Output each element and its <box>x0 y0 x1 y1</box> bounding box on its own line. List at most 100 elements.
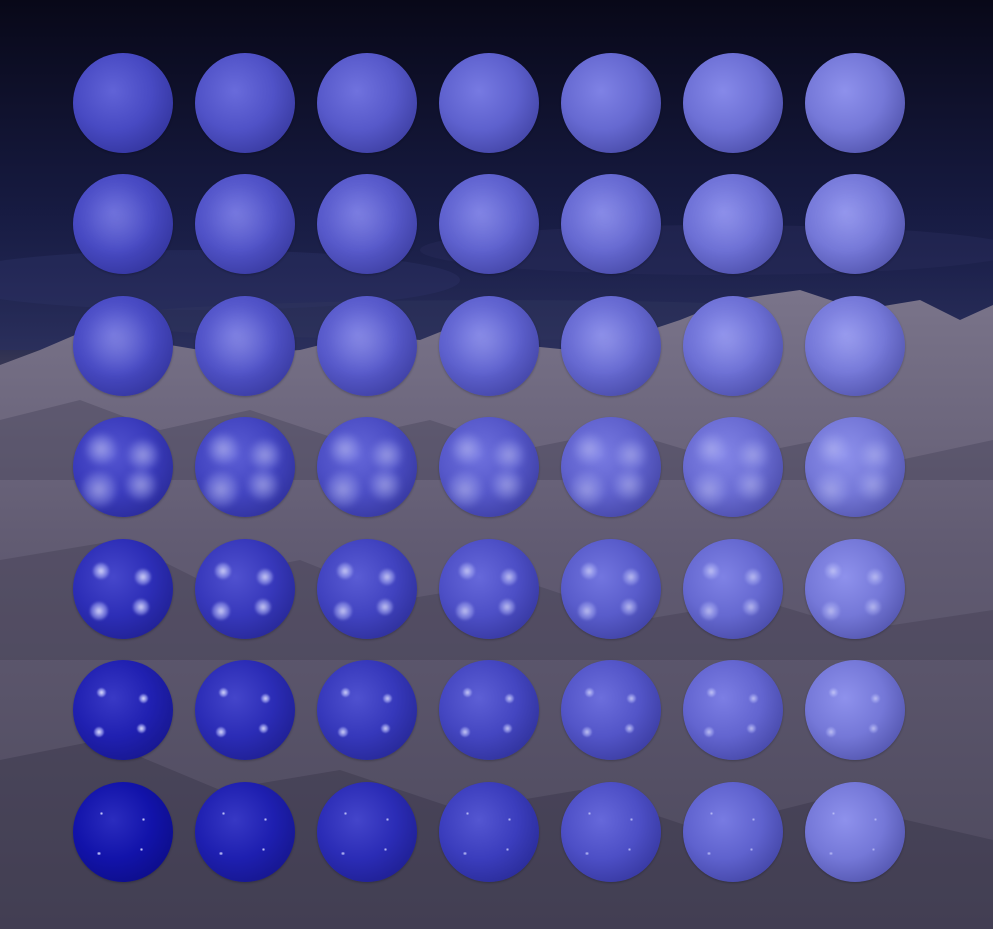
specular-highlight <box>871 848 875 852</box>
sphere <box>683 295 783 396</box>
specular-highlight <box>332 189 392 250</box>
sphere <box>683 660 783 761</box>
specular-highlight <box>333 601 353 620</box>
specular-highlight <box>332 310 392 371</box>
specular-highlight <box>703 727 715 738</box>
sphere <box>317 417 417 518</box>
specular-highlight <box>210 189 270 250</box>
sphere-cell <box>794 285 916 407</box>
sphere-cell <box>428 528 550 650</box>
specular-highlight <box>698 310 758 371</box>
sphere-cell <box>672 285 794 407</box>
specular-highlight <box>858 470 888 501</box>
sphere <box>561 52 661 153</box>
specular-highlight <box>691 472 727 507</box>
specular-highlight <box>210 310 270 371</box>
specular-highlight <box>258 723 268 733</box>
sphere <box>805 781 905 882</box>
specular-highlight <box>382 693 392 703</box>
sphere <box>317 174 417 275</box>
specular-highlight <box>88 189 148 250</box>
sphere-cell <box>794 528 916 650</box>
specular-highlight <box>828 687 838 697</box>
specular-highlight <box>370 470 400 501</box>
sphere-cell <box>428 771 550 893</box>
specular-highlight <box>703 562 719 579</box>
specular-highlight <box>736 470 766 501</box>
sphere-cell <box>794 771 916 893</box>
sphere <box>73 52 173 153</box>
specular-highlight <box>211 601 231 620</box>
sphere-cell <box>184 164 306 286</box>
sphere-cell <box>184 407 306 529</box>
sphere-cell <box>794 42 916 164</box>
sphere-cell <box>428 285 550 407</box>
specular-highlight <box>203 472 239 507</box>
specular-highlight <box>577 601 597 620</box>
specular-highlight <box>749 848 753 852</box>
specular-highlight <box>219 852 223 856</box>
sphere <box>439 781 539 882</box>
specular-highlight <box>248 470 278 501</box>
sphere <box>683 781 783 882</box>
specular-highlight <box>208 434 238 465</box>
specular-highlight <box>581 562 597 579</box>
specular-highlight <box>257 568 273 585</box>
sphere-cell <box>184 285 306 407</box>
sphere <box>683 417 783 518</box>
specular-highlight <box>745 568 761 585</box>
sphere <box>195 417 295 518</box>
sphere <box>561 417 661 518</box>
specular-highlight <box>616 440 646 471</box>
specular-highlight <box>743 598 759 615</box>
sphere-cell <box>62 42 184 164</box>
sphere-cell <box>550 771 672 893</box>
specular-highlight <box>499 598 515 615</box>
specular-highlight <box>263 818 267 822</box>
specular-highlight <box>626 693 636 703</box>
specular-highlight <box>825 727 837 738</box>
sphere-cell <box>184 42 306 164</box>
specular-highlight <box>330 434 360 465</box>
sphere <box>195 538 295 639</box>
specular-highlight <box>492 470 522 501</box>
specular-highlight <box>746 723 756 733</box>
specular-highlight <box>502 723 512 733</box>
sphere <box>195 660 295 761</box>
specular-highlight <box>825 562 841 579</box>
sphere-cell <box>672 650 794 772</box>
specular-highlight <box>380 723 390 733</box>
sphere <box>439 295 539 396</box>
sphere-cell <box>672 528 794 650</box>
specular-highlight <box>614 470 644 501</box>
specular-highlight <box>138 693 148 703</box>
specular-highlight <box>139 848 143 852</box>
specular-highlight <box>141 818 145 822</box>
specular-highlight <box>581 727 593 738</box>
specular-highlight <box>860 440 890 471</box>
sphere-cell <box>550 164 672 286</box>
sphere <box>805 52 905 153</box>
sphere <box>317 538 417 639</box>
specular-highlight <box>136 723 146 733</box>
sphere-cell <box>306 771 428 893</box>
sphere-cell <box>794 407 916 529</box>
specular-highlight <box>569 472 605 507</box>
specular-highlight <box>576 310 636 371</box>
specular-highlight <box>215 727 227 738</box>
sphere-cell <box>62 650 184 772</box>
sphere-cell <box>672 164 794 286</box>
specular-highlight <box>459 727 471 738</box>
specular-highlight <box>624 723 634 733</box>
sphere <box>561 660 661 761</box>
sphere <box>805 174 905 275</box>
sphere-cell <box>306 407 428 529</box>
specular-highlight <box>221 812 225 816</box>
sphere <box>317 660 417 761</box>
sphere-cell <box>62 528 184 650</box>
sphere <box>73 295 173 396</box>
specular-highlight <box>383 848 387 852</box>
sphere-cell <box>672 42 794 164</box>
sphere <box>73 660 173 761</box>
sphere-cell <box>428 42 550 164</box>
